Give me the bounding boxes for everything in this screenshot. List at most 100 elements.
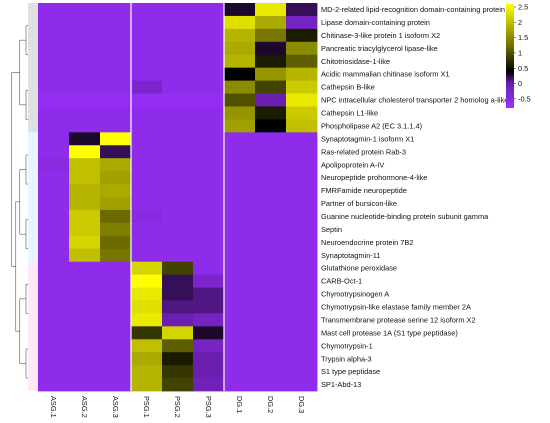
heatmap-cell [162, 209, 194, 224]
column-label: PSG.3 [204, 396, 213, 418]
heatmap-cell [162, 145, 194, 159]
heatmap-cell [131, 235, 163, 250]
heatmap-cell [100, 15, 132, 30]
heatmap-cell [100, 106, 132, 120]
heatmap-cell [286, 197, 318, 211]
heatmap-cell [38, 3, 70, 17]
heatmap-cell [69, 339, 101, 353]
heatmap-cell [69, 300, 101, 314]
heatmap-cell [69, 119, 101, 133]
heatmap-cell [100, 261, 132, 275]
heatmap-cell [100, 119, 132, 133]
heatmap-cell [162, 3, 194, 17]
heatmap-cell [100, 235, 132, 250]
heatmap-cell [131, 132, 163, 146]
heatmap-cell [69, 106, 101, 120]
heatmap-cell [224, 145, 256, 159]
heatmap-cell [131, 119, 163, 133]
heatmap-cell [224, 248, 256, 263]
heatmap-cell [100, 222, 132, 237]
heatmap-cell [193, 378, 225, 392]
heatmap-cell [286, 209, 318, 224]
heatmap-cell [69, 184, 101, 198]
row-label: Synaptotagmin-11 [321, 251, 380, 260]
heatmap-cell [38, 28, 70, 43]
heatmap-cell [255, 235, 287, 250]
heatmap-cell [131, 326, 163, 340]
heatmap-cell [224, 300, 256, 314]
heatmap-cell [224, 339, 256, 353]
heatmap-cell [131, 80, 163, 94]
row-label: Partner of bursicon-like [321, 199, 397, 208]
heatmap-cell [38, 300, 70, 314]
heatmap-cell [255, 326, 287, 340]
heatmap-cell [286, 158, 318, 172]
heatmap-cell [131, 222, 163, 237]
heatmap-cell [255, 41, 287, 56]
legend-tick-label: 1.5 [518, 33, 528, 42]
heatmap-cell [224, 132, 256, 146]
color-scale-legend: 2.5 2 1.5 1 0.5 0 -0.5 [506, 3, 531, 108]
heatmap-cell [100, 93, 132, 107]
heatmap-cell [131, 93, 163, 107]
row-label: Neuroendocrine protein 7B2 [321, 238, 413, 247]
heatmap-cell [131, 209, 163, 224]
heatmap-cell [255, 67, 287, 81]
heatmap-cell [162, 67, 194, 81]
heatmap-cell [69, 378, 101, 392]
heatmap-cell [100, 54, 132, 69]
heatmap-cell [193, 197, 225, 211]
heatmap-cell [224, 326, 256, 340]
heatmap-cell [255, 3, 287, 17]
heatmap-cell [255, 300, 287, 314]
heatmap-cell [162, 378, 194, 392]
heatmap-cell [224, 54, 256, 69]
heatmap-cell [38, 145, 70, 159]
heatmap-cell [224, 365, 256, 379]
column-label: ASG.3 [111, 396, 120, 418]
heatmap-cell [193, 222, 225, 237]
heatmap-cell [100, 300, 132, 314]
heatmap-cell [38, 54, 70, 69]
heatmap-cell [255, 15, 287, 30]
heatmap-cell [193, 106, 225, 120]
row-label: Chitinase-3-like protein 1 isoform X2 [321, 31, 440, 40]
legend-tick-label: 2.5 [518, 3, 528, 12]
column-label: DG.3 [297, 396, 306, 413]
heatmap-cell [286, 119, 318, 133]
heatmap-cell [100, 378, 132, 392]
heatmap-cell [69, 132, 101, 146]
heatmap-cell [69, 15, 101, 30]
row-label: NPC intracellular cholesterol transporte… [321, 96, 508, 105]
heatmap-cell [38, 378, 70, 392]
row-group-band [28, 261, 38, 391]
heatmap-cell [100, 171, 132, 185]
heatmap-cell [224, 184, 256, 198]
heatmap-cell [100, 197, 132, 211]
heatmap-cell [69, 352, 101, 366]
heatmap-cell [193, 184, 225, 198]
row-label: Cathepsin L1-like [321, 109, 378, 118]
heatmap-cell [224, 287, 256, 301]
heatmap-cell [224, 352, 256, 366]
column-label: DG.2 [266, 396, 275, 413]
heatmap-cell [100, 352, 132, 366]
heatmap-cell [162, 313, 194, 327]
heatmap-cell [162, 158, 194, 172]
heatmap-cell [69, 197, 101, 211]
heatmap-cell [224, 235, 256, 250]
heatmap-cell [69, 313, 101, 327]
legend-tick-label: 1 [518, 49, 522, 58]
heatmap-cell [131, 28, 163, 43]
heatmap-cell [69, 235, 101, 250]
heatmap-cell [100, 339, 132, 353]
heatmap-cell [193, 158, 225, 172]
heatmap-cell [131, 41, 163, 56]
row-group-band [28, 132, 38, 262]
heatmap-cell [131, 145, 163, 159]
heatmap-cell [286, 67, 318, 81]
heatmap-cell [255, 54, 287, 69]
heatmap-cell [38, 209, 70, 224]
heatmap-cell [255, 132, 287, 146]
legend-tick-label: 0 [518, 79, 522, 88]
